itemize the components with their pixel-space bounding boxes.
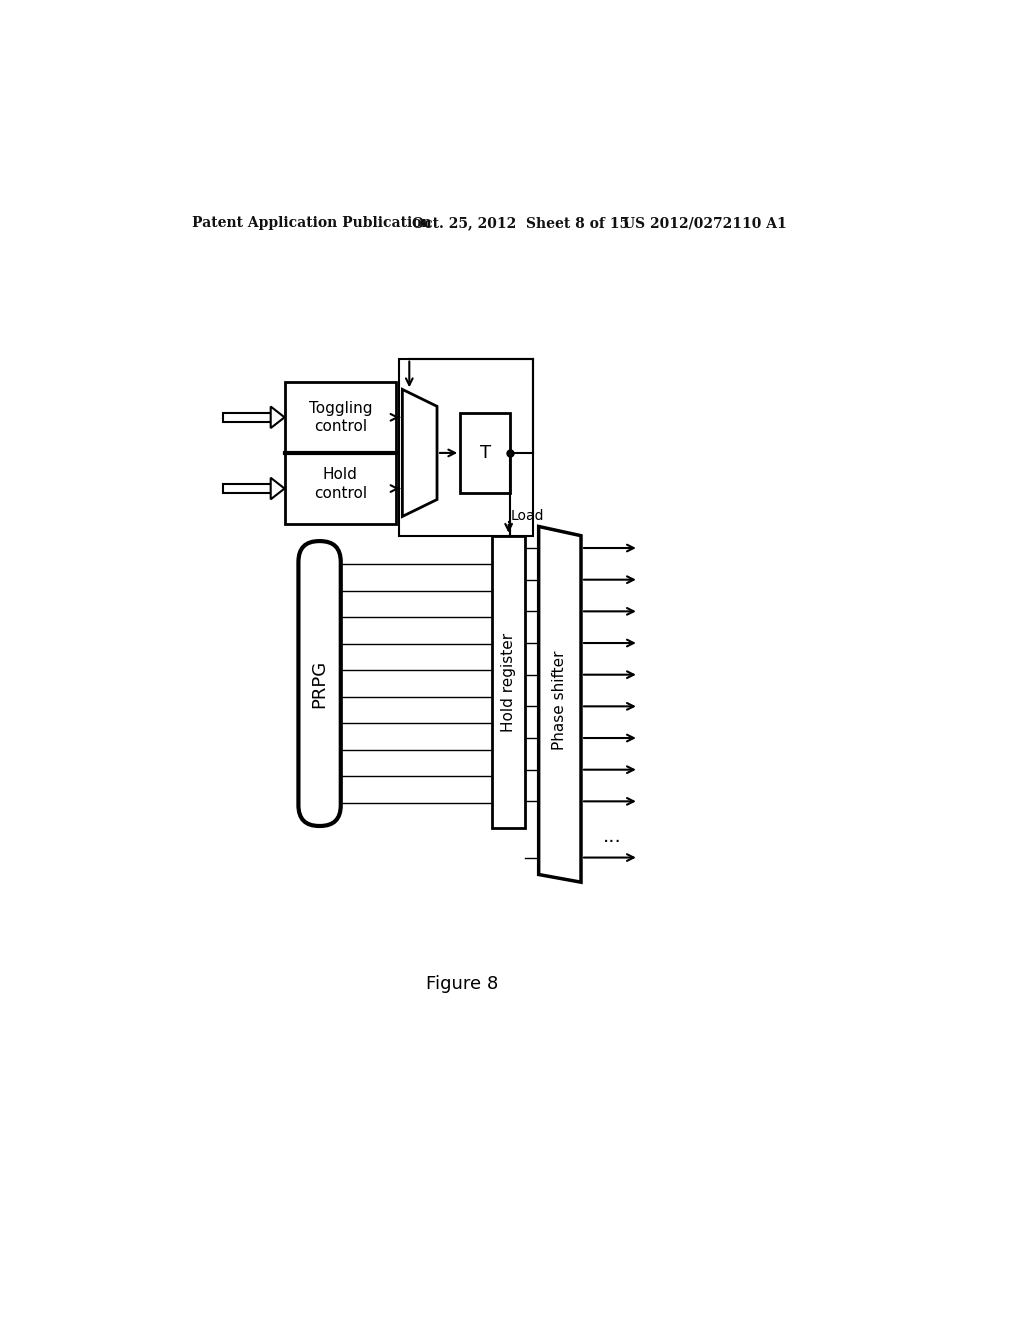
Bar [285,381,396,524]
Polygon shape [270,407,285,428]
Bar [223,484,270,494]
Text: Phase shifter: Phase shifter [552,651,567,750]
Text: T: T [479,444,490,462]
Polygon shape [402,389,437,516]
Text: PRPG: PRPG [310,660,329,708]
Bar [493,536,525,829]
Text: Patent Application Publication: Patent Application Publication [193,216,432,230]
Text: Oct. 25, 2012  Sheet 8 of 15: Oct. 25, 2012 Sheet 8 of 15 [412,216,629,230]
Text: Figure 8: Figure 8 [426,974,498,993]
Text: Hold register: Hold register [501,632,516,731]
Text: Toggling
control: Toggling control [308,400,372,434]
Text: ...: ... [602,826,622,846]
Bar [460,413,510,492]
Bar [223,413,270,422]
Text: Load: Load [511,510,545,524]
Text: US 2012/0272110 A1: US 2012/0272110 A1 [624,216,787,230]
Polygon shape [539,527,581,882]
Text: Hold
control: Hold control [313,467,367,502]
FancyBboxPatch shape [298,541,341,826]
Polygon shape [270,478,285,499]
Bar [398,359,534,536]
